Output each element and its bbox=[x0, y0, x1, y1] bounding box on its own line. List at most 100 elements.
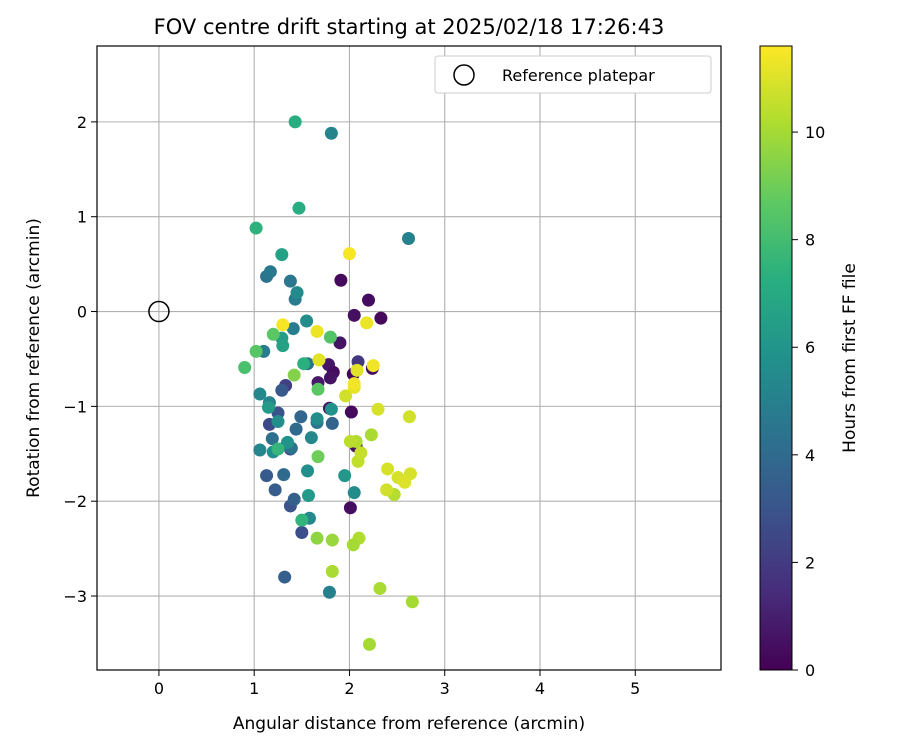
data-point bbox=[265, 432, 279, 446]
data-point bbox=[325, 416, 339, 430]
data-point bbox=[325, 533, 339, 547]
data-point bbox=[354, 446, 368, 460]
x-tick-label: 3 bbox=[440, 679, 450, 698]
data-point bbox=[292, 201, 306, 215]
legend: Reference platepar bbox=[434, 55, 712, 94]
data-point bbox=[323, 330, 337, 344]
x-tick-label: 4 bbox=[535, 679, 545, 698]
data-point bbox=[333, 336, 347, 350]
y-tick-label: 2 bbox=[77, 113, 87, 132]
reference-marker-layer bbox=[148, 300, 170, 323]
x-axis-label: Angular distance from reference (arcmin) bbox=[233, 714, 585, 734]
data-point bbox=[276, 318, 290, 332]
data-point bbox=[290, 286, 304, 300]
x-tick-label: 2 bbox=[344, 679, 354, 698]
data-point bbox=[287, 368, 301, 382]
legend-reference-marker bbox=[453, 64, 475, 86]
data-point bbox=[312, 353, 326, 367]
data-point bbox=[364, 428, 378, 442]
data-point bbox=[283, 274, 297, 288]
plot-frame bbox=[96, 45, 722, 671]
data-point bbox=[263, 265, 277, 279]
data-point bbox=[344, 405, 358, 419]
colorbar-tick-label: 2 bbox=[805, 553, 815, 572]
data-point bbox=[295, 513, 309, 527]
y-axis-ticks: −3 −2 −1 0 1 2 bbox=[63, 113, 97, 606]
data-point bbox=[249, 221, 263, 235]
data-point bbox=[374, 311, 388, 325]
x-tick-label: 0 bbox=[154, 679, 164, 698]
y-tick-label: 0 bbox=[77, 303, 87, 322]
data-point bbox=[339, 389, 353, 403]
y-tick-label: 1 bbox=[77, 208, 87, 227]
y-tick-label: −1 bbox=[63, 397, 87, 416]
data-point bbox=[402, 232, 416, 246]
reference-platepar-marker bbox=[148, 300, 170, 323]
data-point bbox=[323, 371, 337, 385]
data-point bbox=[366, 359, 380, 373]
data-point bbox=[350, 363, 364, 377]
data-point bbox=[405, 595, 419, 609]
data-point bbox=[325, 564, 339, 578]
data-point bbox=[286, 322, 300, 336]
y-tick-label: −2 bbox=[63, 492, 87, 511]
data-point bbox=[266, 327, 280, 341]
data-point bbox=[343, 501, 357, 515]
data-point bbox=[311, 382, 325, 396]
data-point bbox=[381, 462, 395, 476]
colorbar-ticks: 0 2 4 6 8 10 bbox=[792, 123, 825, 680]
data-point bbox=[338, 469, 352, 483]
data-point bbox=[253, 387, 267, 401]
data-point bbox=[268, 483, 282, 497]
data-point bbox=[301, 489, 315, 503]
data-point bbox=[310, 324, 324, 338]
data-point bbox=[334, 273, 348, 287]
data-point bbox=[287, 492, 301, 506]
y-axis-label: Rotation from reference (arcmin) bbox=[24, 218, 44, 498]
grid-lines bbox=[97, 46, 721, 670]
chart-title: FOV centre drift starting at 2025/02/18 … bbox=[154, 15, 665, 39]
data-point bbox=[347, 377, 361, 391]
data-point bbox=[347, 486, 361, 500]
y-tick-label: −3 bbox=[63, 587, 87, 606]
x-tick-label: 1 bbox=[249, 679, 259, 698]
x-tick-label: 5 bbox=[630, 679, 640, 698]
colorbar-tick-label: 4 bbox=[805, 446, 815, 465]
data-point bbox=[342, 247, 356, 261]
data-point bbox=[322, 585, 336, 599]
data-point bbox=[346, 538, 360, 552]
data-point bbox=[371, 402, 385, 416]
data-point bbox=[347, 308, 361, 322]
data-point bbox=[281, 435, 295, 449]
data-point bbox=[294, 410, 308, 424]
colorbar-label: Hours from first FF file bbox=[840, 263, 860, 453]
data-point bbox=[253, 443, 267, 457]
data-point bbox=[278, 570, 292, 584]
colorbar-tick-label: 6 bbox=[805, 338, 815, 357]
data-point bbox=[310, 412, 324, 426]
data-point bbox=[260, 469, 274, 483]
colorbar-tick-label: 8 bbox=[805, 231, 815, 250]
data-point bbox=[275, 248, 289, 262]
data-point bbox=[324, 126, 338, 140]
data-point bbox=[238, 360, 252, 374]
data-point bbox=[277, 468, 291, 482]
data-point bbox=[271, 415, 285, 429]
data-point bbox=[271, 442, 285, 456]
data-point bbox=[295, 525, 309, 539]
colorbar bbox=[759, 45, 793, 671]
legend-entry-label: Reference platepar bbox=[502, 66, 655, 85]
data-point bbox=[276, 339, 290, 353]
data-point bbox=[373, 581, 387, 595]
data-point bbox=[324, 402, 338, 416]
data-point bbox=[362, 293, 376, 307]
data-point bbox=[304, 431, 318, 445]
data-point bbox=[301, 464, 315, 478]
data-point bbox=[300, 314, 314, 328]
data-point bbox=[360, 316, 374, 330]
data-point bbox=[310, 531, 324, 545]
data-point bbox=[289, 422, 303, 436]
data-point bbox=[288, 115, 302, 129]
data-points bbox=[238, 115, 419, 651]
